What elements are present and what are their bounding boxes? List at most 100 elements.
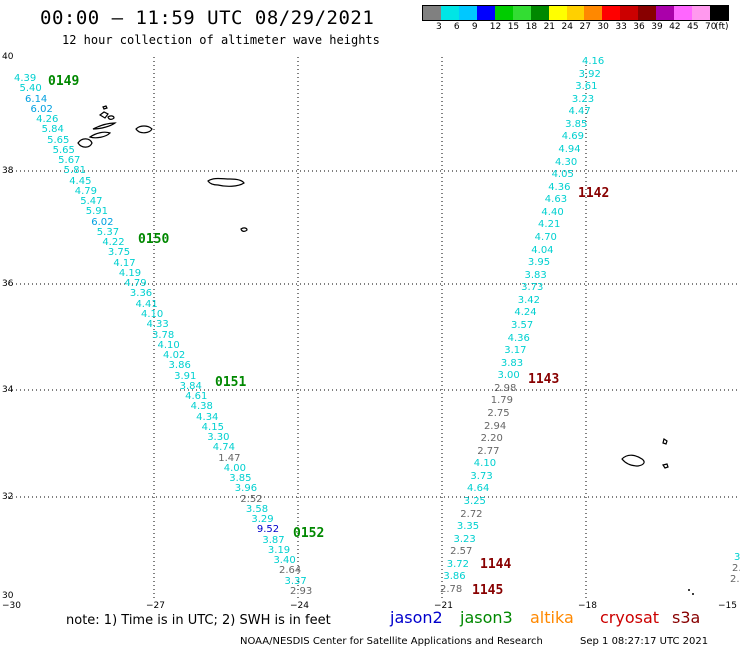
swh-label: 3: [734, 552, 740, 563]
swh-label: 4.79: [124, 278, 147, 290]
swh-label: 3.42: [517, 294, 541, 306]
swh-label: 4.00: [223, 462, 247, 474]
swh-label: 5.40: [19, 83, 42, 95]
swh-label: 4.47: [568, 106, 591, 118]
legend-label: 33: [615, 22, 627, 32]
swh-label: 2.98: [494, 382, 517, 394]
pass-label-1142: 1142: [578, 186, 610, 201]
legend-label: 3: [435, 22, 442, 32]
legend-label: 27: [579, 22, 591, 32]
satellite-jason2: jason2: [390, 608, 443, 627]
legend-label: 15: [507, 22, 520, 32]
legend-swatch: [548, 6, 567, 20]
swh-label: 3.85: [565, 118, 588, 130]
swh-label: 2.72: [460, 508, 483, 520]
pass-label-0152: 0152: [293, 526, 325, 541]
lon-label-minus21: −21: [434, 601, 453, 611]
legend-label: 39: [651, 22, 663, 32]
legend-swatch: [458, 6, 477, 20]
swh-label: 2.64: [278, 565, 302, 577]
pass-label-1145: 1145: [472, 583, 504, 598]
legend-label: 6: [453, 22, 460, 32]
island-saomiguel-outline: [207, 177, 245, 187]
satellite-cryosat: cryosat: [600, 608, 660, 627]
satellite-altika: altika: [530, 608, 574, 627]
swh-label: 6.14: [25, 93, 48, 105]
lat-label-30: 30: [2, 591, 14, 601]
legend-swatch: [692, 6, 710, 20]
swh-label: 4.61: [185, 391, 208, 403]
footer-credit: NOAA/NESDIS Center for Satellite Applica…: [240, 636, 543, 647]
lat-label-34: 34: [2, 385, 14, 395]
island-saojorge-outline: [92, 122, 117, 130]
swh-label: 4.05: [551, 169, 574, 181]
swh-label: 4.15: [201, 421, 224, 433]
swh-label: 2.20: [480, 433, 503, 445]
legend-label: 18: [525, 22, 538, 32]
swh-label: 4.45: [69, 175, 92, 187]
swh-label: 2.77: [477, 445, 500, 457]
legend-label: 70: [705, 22, 717, 32]
island-santamaria-outline: [240, 227, 248, 232]
swh-label: 4.26: [36, 114, 59, 126]
swh-label: 2.93: [290, 586, 313, 597]
swh-label: 4.10: [157, 339, 180, 351]
lon-label-minus24: −24: [290, 601, 309, 611]
swh-label: 3.30: [207, 432, 230, 444]
legend-label: 45: [687, 22, 699, 32]
swh-label: 5.84: [41, 124, 64, 136]
swh-label: 3.40: [273, 555, 296, 567]
legend-swatch: [530, 6, 549, 20]
lon-label-minus18: −18: [578, 601, 597, 611]
map-title: 00:00 – 11:59 UTC 08/29/2021: [40, 7, 375, 29]
swh-label: 3.37: [284, 575, 307, 587]
swh-label: 5.81: [63, 165, 86, 177]
legend-swatch: [494, 6, 513, 20]
swh-label: 3.83: [524, 269, 547, 281]
map-subtitle: 12 hour collection of altimeter wave hei…: [62, 33, 380, 47]
swh-label: 3.84: [179, 380, 202, 392]
swh-label: 3.61: [575, 81, 598, 93]
swh-label: 5.65: [47, 134, 70, 146]
swh-label: 1.79: [490, 395, 513, 407]
legend-swatch: [638, 6, 657, 20]
swh-label: 4.02: [163, 350, 186, 362]
swh-label: 6.02: [30, 103, 53, 115]
swh-label: 3.95: [527, 257, 551, 269]
swh-label: 4.69: [561, 131, 584, 143]
island-terceira-outline: [135, 125, 153, 134]
legend-unit: (ft): [715, 22, 729, 32]
legend-swatch: [584, 6, 603, 20]
legend-label: 24: [561, 22, 573, 32]
swh-label: 3.96: [234, 483, 258, 495]
swh-label: 5.65: [52, 144, 75, 156]
swh-label: 4.10: [140, 308, 164, 320]
swh-label: 2.3: [732, 563, 740, 574]
swh-label: 3.83: [500, 357, 524, 369]
legend-label: 21: [543, 22, 556, 32]
legend-swatch: [476, 6, 495, 20]
island-portosanto-outline: [662, 463, 669, 469]
swh-label: 3.78: [152, 329, 175, 341]
swh-label: 3.86: [443, 571, 466, 583]
swh-label: 6.02: [91, 216, 114, 228]
swh-label: 4.40: [541, 206, 564, 218]
swh-label: 3.73: [470, 470, 493, 482]
swh-label: 2.94: [483, 420, 507, 432]
pass-label-0149: 0149: [48, 74, 80, 89]
swh-label: 5.91: [85, 206, 109, 218]
swh-label: 2.78: [440, 584, 463, 595]
swh-label: 4.34: [196, 411, 219, 423]
satellite-jason3: jason3: [460, 608, 513, 627]
swh-label: 3.35: [456, 521, 480, 533]
island-corvo-outline: [102, 105, 108, 110]
pass-label-0151: 0151: [215, 375, 247, 390]
swh-label: 3.86: [168, 360, 191, 372]
swh-label: 4.63: [544, 194, 568, 206]
legend-label: 30: [597, 22, 609, 32]
island-graciosa-outline: [107, 115, 115, 120]
swh-label: 4.36: [507, 332, 530, 344]
swh-label: 4.04: [531, 244, 554, 256]
swh-label: 4.36: [548, 181, 571, 193]
swh-label: 3.17: [504, 345, 527, 357]
